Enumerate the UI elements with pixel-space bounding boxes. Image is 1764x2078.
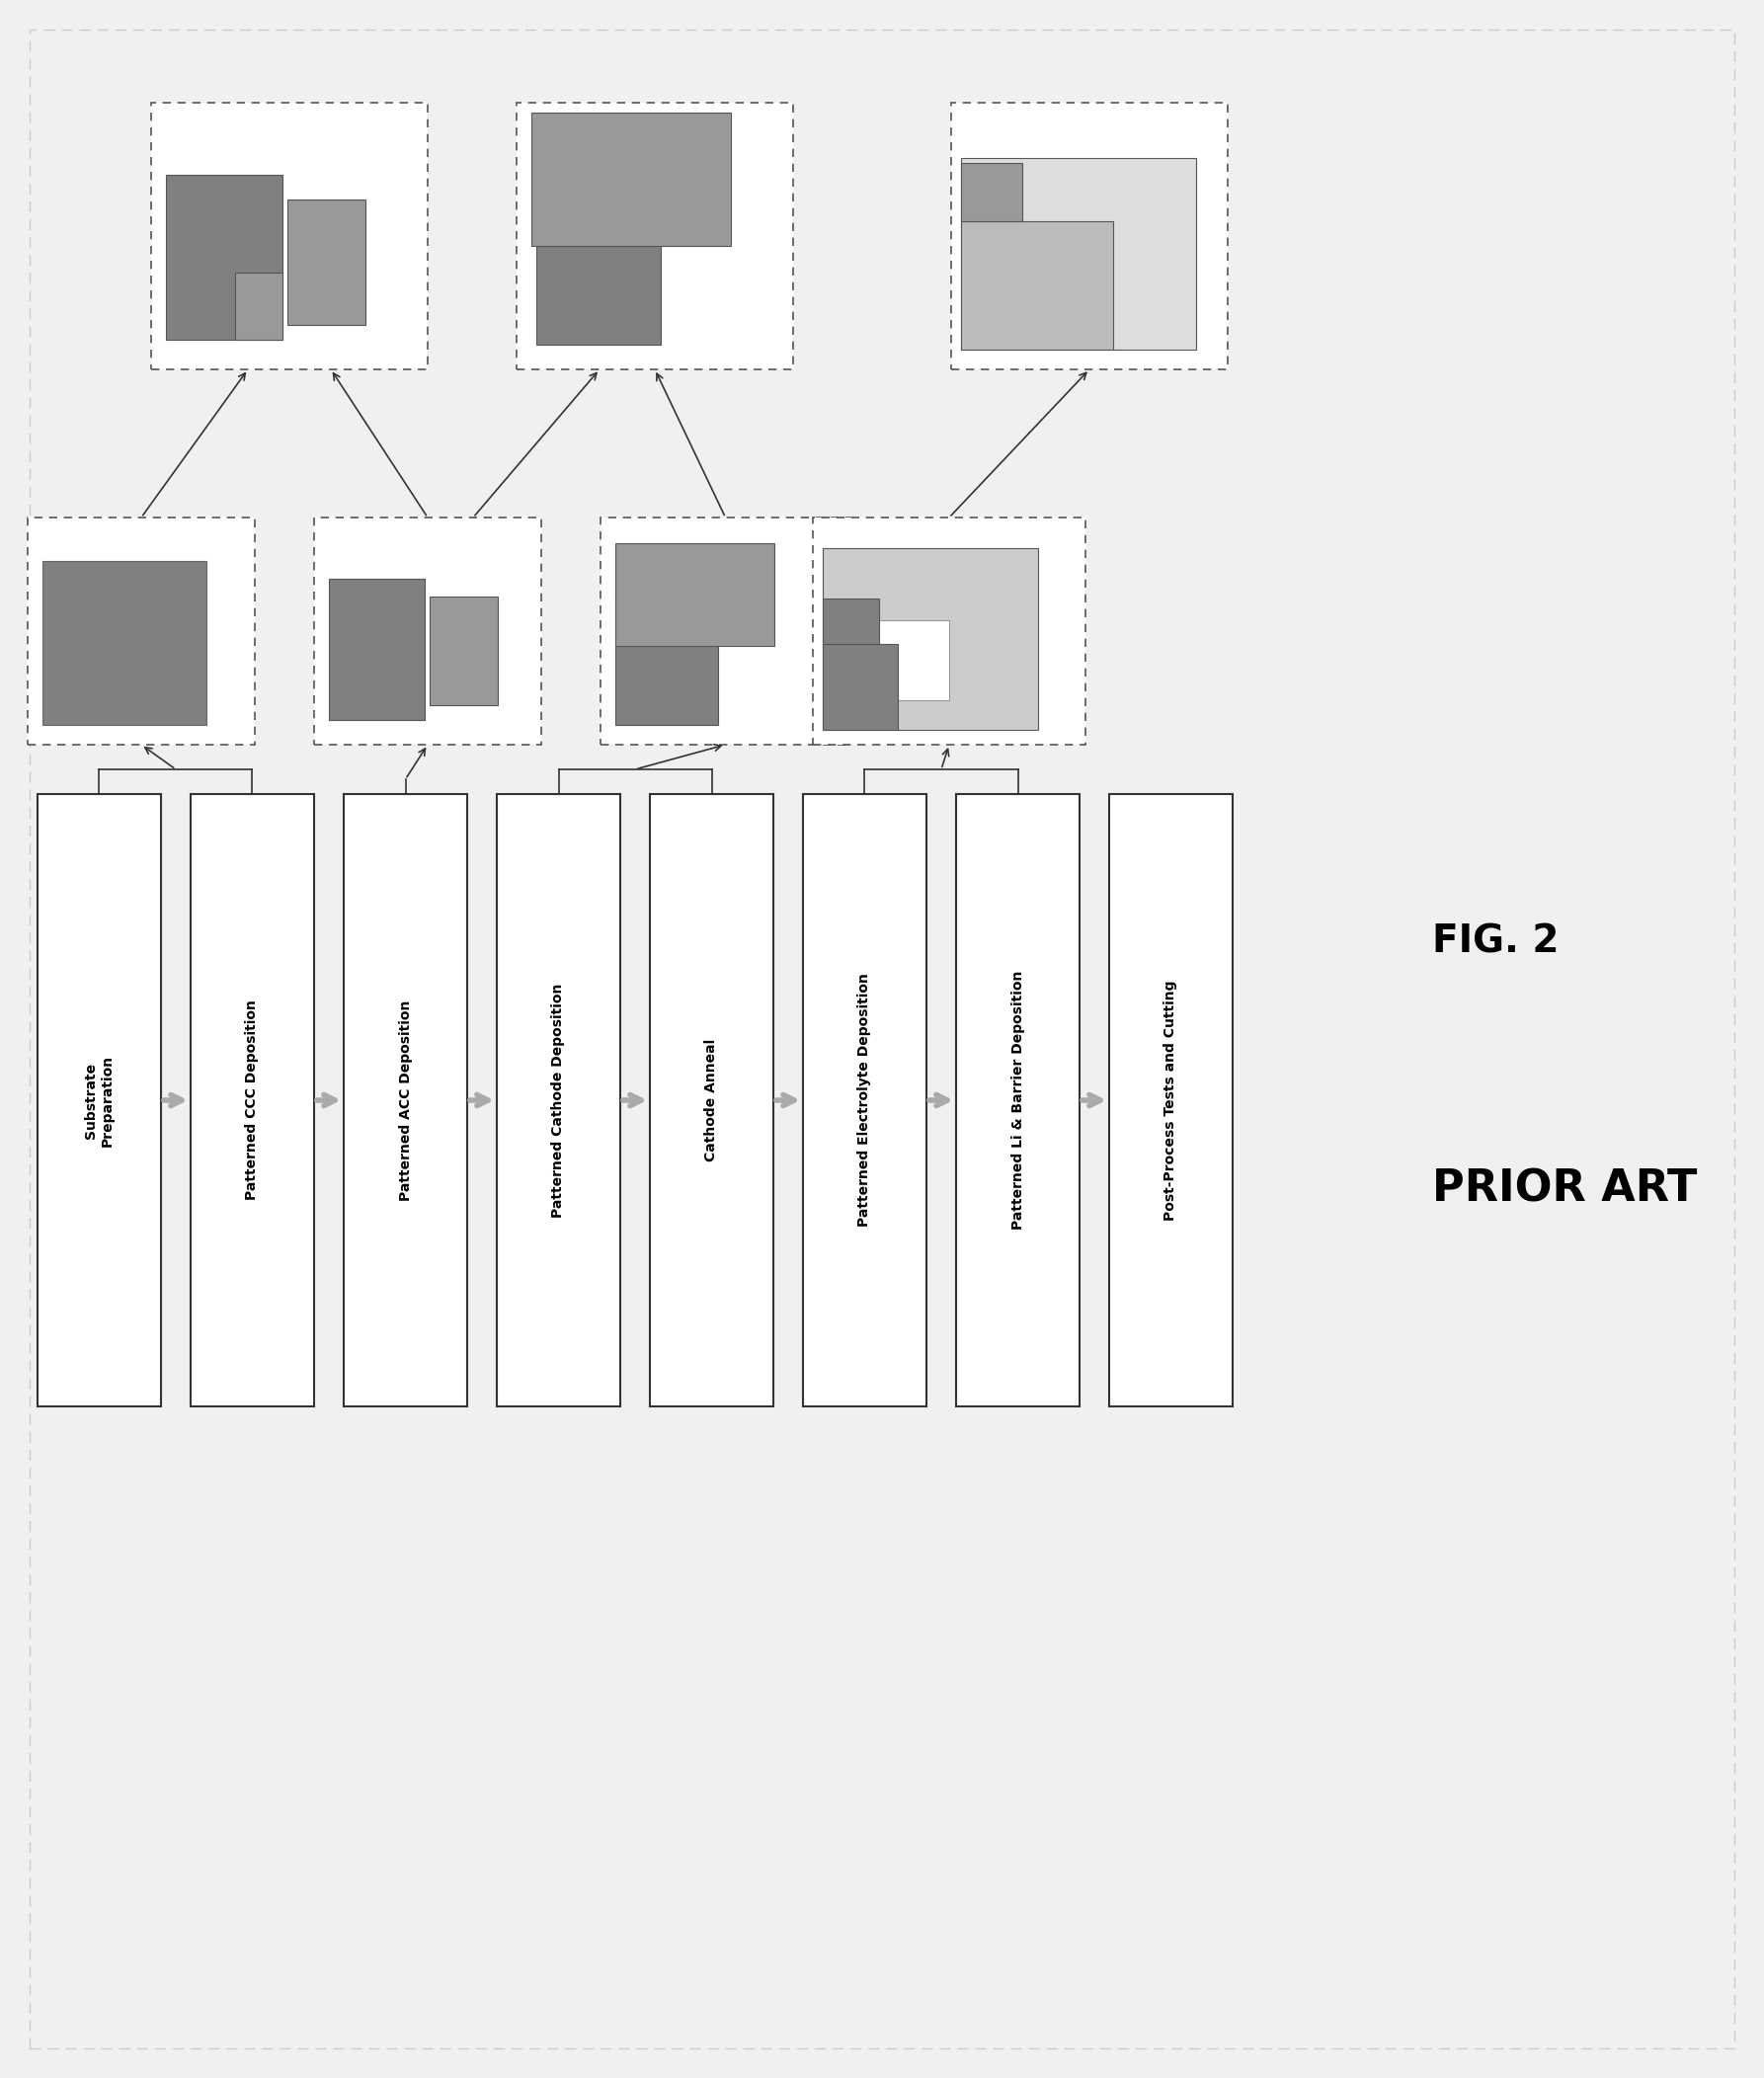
Bar [616,601,718,725]
Bar [166,175,282,339]
Bar [48,652,173,719]
Bar [191,794,314,1407]
Text: Post-Process Tests and Cutting: Post-Process Tests and Cutting [1164,981,1178,1220]
Bar [961,162,1021,222]
Bar [1110,794,1233,1407]
Bar [616,542,774,646]
Text: Patterned Electrolyte Deposition: Patterned Electrolyte Deposition [857,973,871,1228]
Text: Patterned Li & Barrier Deposition: Patterned Li & Barrier Deposition [1011,970,1025,1230]
Bar [48,571,173,719]
Bar [328,580,425,719]
Bar [288,199,365,324]
Text: FIG. 2: FIG. 2 [1432,923,1559,960]
Bar [600,517,850,744]
Bar [235,272,282,339]
Bar [822,549,1039,729]
Text: Cathode Anneal: Cathode Anneal [704,1039,718,1162]
Bar [517,102,794,370]
Bar [951,102,1228,370]
Bar [314,517,542,744]
Bar [42,561,206,725]
Bar [344,794,467,1407]
Bar [956,794,1080,1407]
Bar [649,794,773,1407]
Bar [152,102,427,370]
Bar [497,794,621,1407]
Text: Substrate
Preparation: Substrate Preparation [85,1054,115,1147]
Text: Patterned ACC Deposition: Patterned ACC Deposition [399,1000,413,1201]
Text: PRIOR ART: PRIOR ART [1432,1168,1697,1209]
Bar [822,644,898,729]
Text: Patterned Cathode Deposition: Patterned Cathode Deposition [552,983,566,1218]
Bar [803,794,926,1407]
Bar [961,222,1113,349]
Bar [429,596,497,704]
Bar [961,158,1196,349]
Bar [822,598,880,644]
Bar [847,621,949,700]
Bar [536,197,662,345]
Text: Patterned CCC Deposition: Patterned CCC Deposition [245,1000,259,1201]
Bar [531,112,730,245]
Bar [37,794,161,1407]
Bar [813,517,1085,744]
Bar [28,517,254,744]
